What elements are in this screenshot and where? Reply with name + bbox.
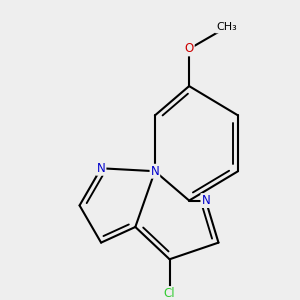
Text: N: N (97, 162, 106, 175)
Text: CH₃: CH₃ (216, 22, 237, 32)
Text: Cl: Cl (164, 287, 176, 300)
Text: N: N (201, 194, 210, 207)
Text: N: N (151, 165, 159, 178)
Text: O: O (184, 42, 194, 56)
